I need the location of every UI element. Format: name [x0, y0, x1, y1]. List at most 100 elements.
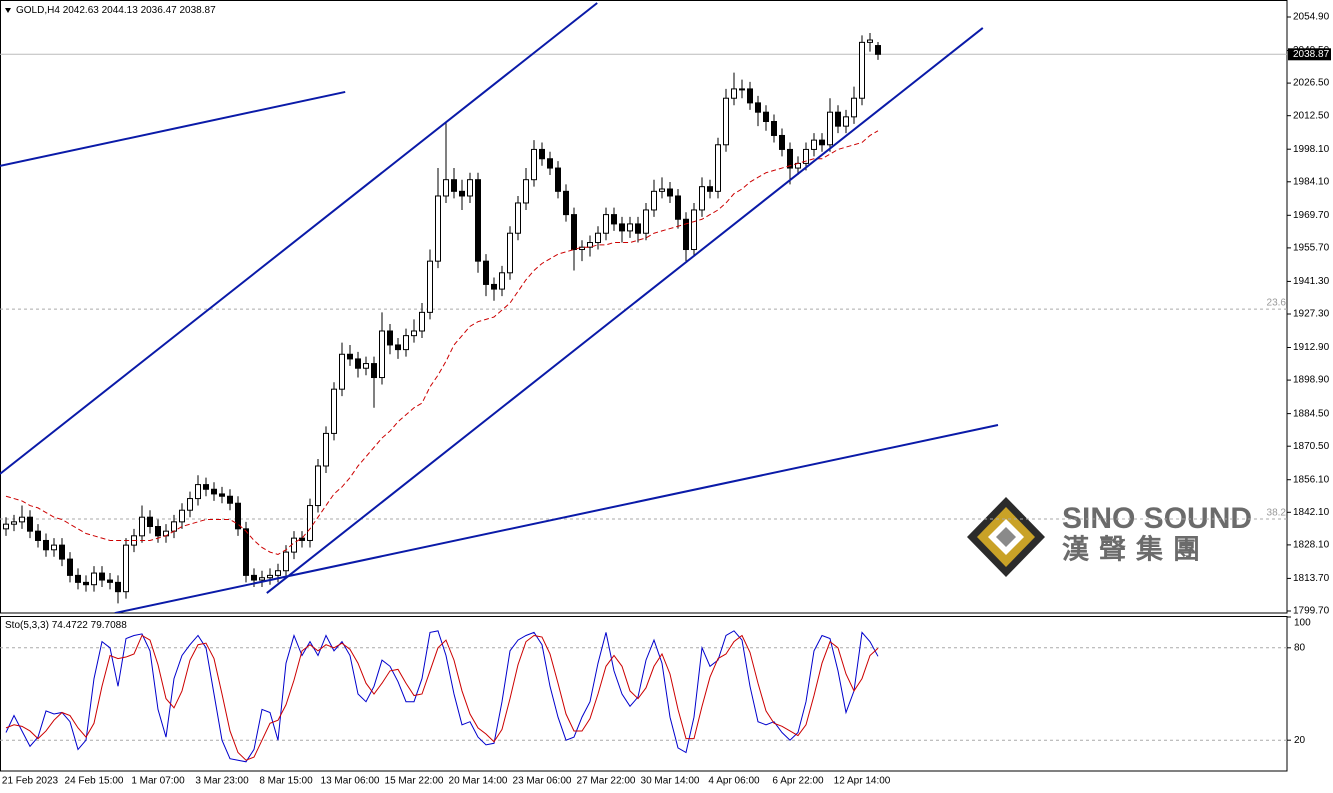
candle-body — [67, 558, 73, 576]
candle-body — [419, 311, 425, 332]
candle-body — [11, 521, 17, 525]
last-price-label: 2038.87 — [1293, 49, 1330, 60]
y-tick-label: 1870.50 — [1293, 441, 1330, 452]
candle-body — [451, 179, 457, 192]
candle-body — [619, 223, 625, 232]
x-tick-label: 30 Mar 14:00 — [641, 776, 700, 787]
level-label: 23.6 — [1267, 298, 1287, 309]
y-tick-label: 1927.30 — [1293, 309, 1330, 320]
y-tick-label: 1955.70 — [1293, 243, 1330, 254]
candle-body — [803, 148, 809, 164]
candle-body — [475, 179, 481, 262]
candle-body — [315, 465, 321, 507]
candle-body — [771, 121, 777, 136]
candle-body — [691, 209, 697, 251]
candle-body — [107, 579, 113, 583]
candle-body — [467, 179, 473, 197]
candle-body — [867, 39, 873, 43]
candle-body — [211, 488, 217, 495]
trendline — [114, 424, 999, 613]
candle-body — [483, 260, 489, 285]
candle-body — [835, 111, 841, 127]
y-tick-label: 1842.10 — [1293, 507, 1330, 518]
candle-body — [507, 232, 513, 274]
candle-body — [755, 102, 761, 113]
candle-body — [763, 111, 769, 123]
candle-body — [611, 214, 617, 225]
candle-body — [147, 516, 153, 528]
y-tick-label: 1898.90 — [1293, 375, 1330, 386]
candle-body — [779, 134, 785, 150]
y-tick-label: 1828.10 — [1293, 540, 1330, 551]
candle-body — [323, 432, 329, 467]
candle-body — [275, 570, 281, 576]
x-tick-label: 23 Mar 06:00 — [513, 776, 572, 787]
moving-average — [5, 130, 879, 555]
candle-body — [283, 551, 289, 572]
menu-arrow[interactable] — [5, 8, 11, 13]
candle-body — [603, 214, 609, 234]
trendline — [0, 2, 598, 475]
candle-body — [227, 495, 233, 504]
candle-body — [427, 260, 433, 313]
y-tick-label: 100 — [1294, 618, 1311, 629]
candle-body — [259, 577, 265, 581]
brand: SINO SOUND — [1062, 502, 1252, 535]
last-price-box — [1288, 48, 1331, 61]
candle-body — [555, 167, 561, 192]
x-tick-label: 21 Feb 2023 — [2, 776, 59, 787]
x-tick-label: 20 Mar 14:00 — [449, 776, 508, 787]
stochastic-line — [5, 634, 879, 761]
candle-body — [491, 283, 497, 290]
stochastic-line — [5, 630, 879, 763]
x-tick-label: 3 Mar 23:00 — [195, 776, 249, 787]
candle-body — [443, 179, 449, 197]
candle-body — [371, 363, 377, 379]
candle-body — [411, 330, 417, 337]
candle-body — [203, 484, 209, 490]
candle-body — [219, 493, 225, 497]
level-label: 38.2 — [1267, 508, 1287, 519]
candle-body — [827, 111, 833, 146]
candle-body — [51, 544, 57, 551]
candle-body — [435, 195, 441, 262]
candle-body — [379, 330, 385, 379]
x-tick-label: 12 Apr 14:00 — [834, 776, 891, 787]
candle-body — [59, 544, 65, 560]
watermark: SINO SOUND 漢聲集團 — [967, 497, 1252, 577]
candle-body — [267, 574, 273, 579]
candle-body — [851, 97, 857, 118]
y-tick-label: 1912.90 — [1293, 342, 1330, 353]
x-tick-label: 4 Apr 06:00 — [708, 776, 760, 787]
x-tick-label: 15 Mar 22:00 — [385, 776, 444, 787]
candle-body — [3, 523, 9, 530]
candle-body — [27, 516, 33, 532]
candle-body — [171, 521, 177, 532]
candle-body — [19, 516, 25, 523]
candle-body — [83, 581, 89, 586]
candle-body — [651, 190, 657, 211]
logo-core — [996, 527, 1016, 547]
candle-body — [675, 195, 681, 220]
candle-body — [571, 214, 577, 251]
candle-body — [139, 516, 145, 537]
candle-body — [195, 484, 201, 500]
y-tick-label: 1813.70 — [1293, 573, 1330, 584]
y-tick-label: 2054.90 — [1293, 12, 1330, 23]
candle-body — [707, 186, 713, 192]
candle-body — [819, 139, 825, 146]
candle-body — [843, 116, 849, 127]
candle-body — [523, 179, 529, 204]
candle-body — [299, 537, 305, 541]
candle-body — [347, 353, 353, 360]
y-tick-label: 2012.50 — [1293, 110, 1330, 121]
candle-body — [539, 148, 545, 160]
candle-body — [667, 188, 673, 197]
indicator-header: Sto(5,3,3) 74.4722 79.7088 — [5, 620, 127, 631]
candle-body — [531, 148, 537, 181]
candle-body — [635, 223, 641, 234]
x-tick-label: 6 Apr 22:00 — [772, 776, 824, 787]
y-tick-label: 20 — [1294, 735, 1306, 746]
candle-body — [875, 45, 881, 55]
candle-body — [683, 218, 689, 251]
